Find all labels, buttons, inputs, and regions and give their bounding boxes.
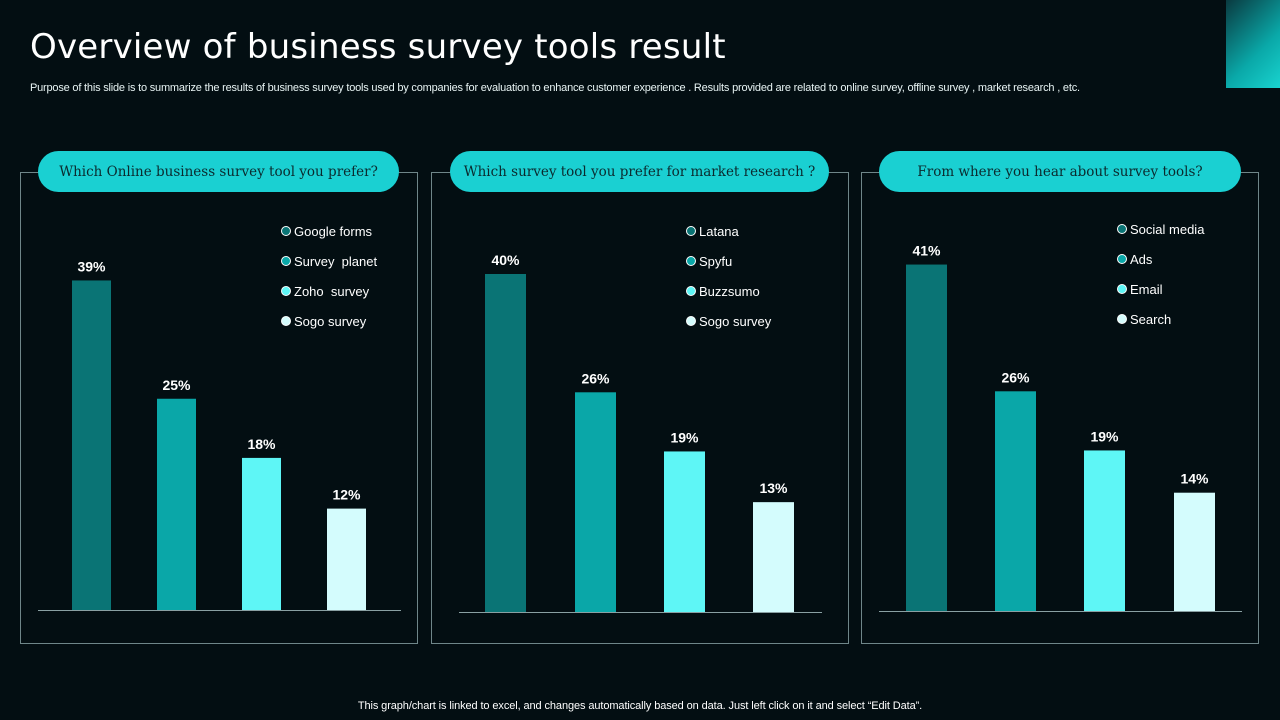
bar-1[interactable] [72, 280, 111, 610]
data-label: 18% [247, 436, 276, 452]
legend-label: Survey planet [294, 253, 378, 269]
bar-1[interactable] [485, 274, 526, 612]
bar-chart-hear-about[interactable]: 41% 26% 19% 14% [879, 200, 1243, 620]
bar-4[interactable] [753, 502, 794, 612]
legend-item[interactable]: Email [1117, 274, 1204, 304]
legend-item[interactable]: Sogo survey [686, 306, 771, 336]
legend-swatch [1117, 254, 1127, 264]
chart-title-online-tools: Which Online business survey tool you pr… [38, 151, 399, 192]
legend-label: Buzzsumo [699, 283, 760, 299]
legend-label: Sogo survey [294, 313, 367, 329]
page-title: Overview of business survey tools result [30, 27, 726, 67]
legend-label: Search [1130, 311, 1172, 327]
bar-4[interactable] [1174, 492, 1215, 611]
data-label: 39% [77, 258, 106, 274]
bar-chart-online-tools[interactable]: 39% 25% 18% 12% [38, 200, 402, 620]
bar-2[interactable] [157, 398, 196, 610]
legend-swatch [1117, 284, 1127, 294]
legend-label: Google forms [294, 223, 373, 239]
legend-item[interactable]: Sogo survey [281, 306, 377, 336]
bar-4[interactable] [327, 508, 366, 610]
legend-label: Social media [1130, 221, 1205, 237]
data-label: 41% [912, 243, 941, 259]
legend-item[interactable]: Spyfu [686, 246, 771, 276]
legend-item[interactable]: Zoho survey [281, 276, 377, 306]
legend-item[interactable]: Latana [686, 216, 771, 246]
legend-item[interactable]: Google forms [281, 216, 377, 246]
legend-label: Email [1130, 281, 1163, 297]
legend-swatch [686, 256, 696, 266]
legend-item[interactable]: Social media [1117, 214, 1204, 244]
data-label: 12% [332, 487, 361, 503]
corner-accent [1226, 0, 1280, 88]
legend-online-tools: Google forms Survey planet Zoho survey Sogo… [281, 216, 377, 336]
bar-chart-market-research[interactable]: 40% 26% 19% 13% [459, 200, 823, 620]
legend-item[interactable]: Search [1117, 304, 1204, 334]
data-label: 14% [1180, 471, 1209, 487]
legend-swatch [281, 226, 291, 236]
chart-title-hear-about: From where you hear about survey tools? [879, 151, 1241, 192]
bar-3[interactable] [664, 451, 705, 612]
footer-note: This graph/chart is linked to excel, and… [357, 700, 923, 712]
data-label: 19% [1090, 428, 1119, 444]
data-label: 40% [491, 252, 520, 268]
data-label: 25% [162, 377, 191, 393]
bar-2[interactable] [575, 392, 616, 612]
bar-1[interactable] [906, 264, 947, 611]
bar-3[interactable] [242, 457, 281, 610]
data-label: 13% [759, 480, 788, 496]
bar-2[interactable] [995, 391, 1036, 611]
legend-label: Ads [1130, 251, 1153, 267]
bar-3[interactable] [1084, 450, 1125, 611]
data-label: 26% [581, 370, 610, 386]
legend-label: Latana [699, 223, 739, 239]
legend-swatch [1117, 314, 1127, 324]
chart-title-market-research: Which survey tool you prefer for market … [450, 151, 829, 192]
legend-swatch [686, 226, 696, 236]
legend-market-research: Latana Spyfu Buzzsumo Sogo survey [686, 216, 771, 336]
legend-swatch [686, 286, 696, 296]
data-label: 26% [1001, 369, 1030, 385]
legend-item[interactable]: Survey planet [281, 246, 377, 276]
legend-swatch [1117, 224, 1127, 234]
legend-swatch [686, 316, 696, 326]
legend-hear-about: Social media Ads Email Search [1117, 214, 1204, 334]
legend-swatch [281, 316, 291, 326]
legend-item[interactable]: Buzzsumo [686, 276, 771, 306]
legend-label: Zoho survey [294, 283, 370, 299]
page-subtitle: Purpose of this slide is to summarize th… [30, 82, 1080, 94]
data-label: 19% [670, 429, 699, 445]
legend-label: Sogo survey [699, 313, 772, 329]
legend-item[interactable]: Ads [1117, 244, 1204, 274]
legend-swatch [281, 256, 291, 266]
legend-swatch [281, 286, 291, 296]
legend-label: Spyfu [699, 253, 733, 269]
